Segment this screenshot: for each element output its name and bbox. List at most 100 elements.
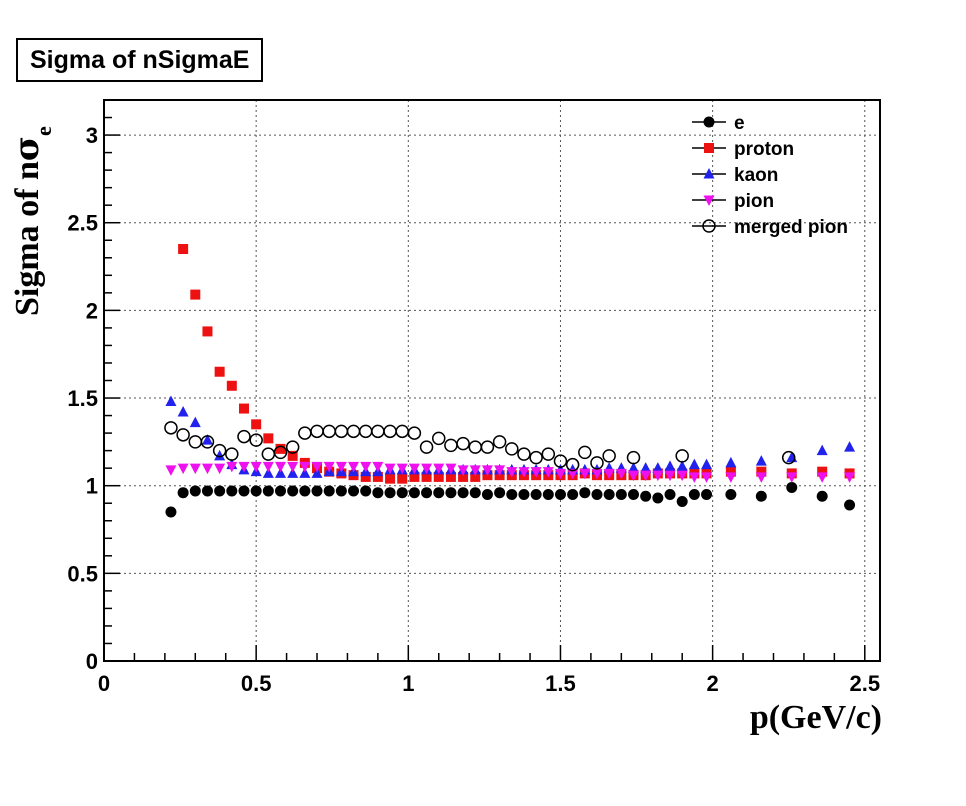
data-point-e xyxy=(628,488,640,500)
x-axis-label: p(GeV/c) xyxy=(750,699,882,736)
data-point-merged-pion xyxy=(249,433,263,447)
data-point-pion xyxy=(567,468,579,480)
y-axis-label-main: Sigma of n xyxy=(9,161,46,316)
data-point-e xyxy=(579,487,591,499)
legend-entry-e: e xyxy=(692,113,745,134)
data-point-e xyxy=(603,488,615,500)
data-point-proton xyxy=(470,471,481,482)
data-point-e xyxy=(591,488,603,500)
data-point-merged-pion xyxy=(578,445,592,460)
data-point-pion xyxy=(755,472,767,483)
data-point-merged-pion xyxy=(371,424,385,439)
data-point-proton xyxy=(421,471,432,482)
y-tick-label: 1.5 xyxy=(67,386,98,411)
data-point-pion xyxy=(701,472,713,483)
data-point-e xyxy=(542,488,554,500)
data-point-pion xyxy=(360,461,372,473)
data-point-e xyxy=(506,488,518,500)
data-point-e xyxy=(567,488,579,500)
data-point-pion xyxy=(372,461,384,473)
data-point-proton xyxy=(756,466,767,477)
data-point-kaon xyxy=(287,467,299,478)
data-point-kaon xyxy=(299,467,311,478)
data-point-proton xyxy=(360,471,371,482)
data-marks xyxy=(164,244,856,518)
data-point-pion xyxy=(542,467,554,478)
data-point-pion xyxy=(676,470,688,482)
legend-entry-merged-pion: merged pion xyxy=(692,217,848,238)
data-point-e xyxy=(664,488,676,500)
data-point-pion xyxy=(494,465,506,476)
data-point-merged-pion xyxy=(505,442,519,456)
legend-label-proton: proton xyxy=(734,139,794,160)
legend-entry-proton: proton xyxy=(692,139,794,160)
data-point-e xyxy=(311,485,323,497)
x-tick-label: 0 xyxy=(98,671,110,696)
data-point-pion xyxy=(287,461,299,473)
data-point-e xyxy=(238,485,250,497)
data-point-kaon xyxy=(725,456,737,468)
y-axis-label-sigma: σ xyxy=(7,136,47,161)
data-point-e xyxy=(688,488,700,500)
data-point-pion xyxy=(579,468,591,480)
data-point-e xyxy=(408,487,420,499)
data-point-merged-pion xyxy=(590,456,604,470)
data-point-proton xyxy=(178,244,189,255)
data-point-pion xyxy=(628,470,640,482)
data-point-kaon xyxy=(311,467,323,478)
data-point-merged-pion xyxy=(419,440,434,454)
data-point-e xyxy=(275,485,287,497)
data-point-pion xyxy=(396,463,408,475)
data-point-e xyxy=(165,506,177,518)
legend-label-kaon: kaon xyxy=(734,165,778,186)
data-point-e xyxy=(384,487,396,499)
data-point-merged-pion xyxy=(431,431,446,446)
data-point-pion xyxy=(262,461,274,473)
data-point-pion xyxy=(421,463,433,475)
data-point-kaon xyxy=(628,462,640,473)
data-point-pion xyxy=(311,461,323,473)
data-point-proton xyxy=(725,466,736,477)
y-tick-label: 2 xyxy=(86,298,98,323)
data-point-pion xyxy=(518,467,530,478)
data-point-kaon xyxy=(189,416,201,428)
data-point-merged-pion xyxy=(383,424,397,439)
data-point-pion xyxy=(226,461,238,473)
data-point-e xyxy=(786,481,798,493)
data-point-kaon xyxy=(165,395,177,407)
data-point-pion xyxy=(335,461,347,473)
data-point-pion xyxy=(214,463,226,475)
data-point-e xyxy=(725,488,737,500)
data-point-e xyxy=(189,485,201,497)
legend-marker-proton xyxy=(704,143,714,153)
data-point-e xyxy=(481,488,493,500)
x-tick-label: 2 xyxy=(707,671,719,696)
data-point-merged-pion xyxy=(529,450,543,465)
data-point-e xyxy=(323,485,335,497)
data-point-e xyxy=(640,490,652,502)
data-point-merged-pion xyxy=(444,438,458,453)
data-point-kaon xyxy=(652,462,664,473)
data-point-pion xyxy=(615,468,627,480)
data-point-e xyxy=(226,485,238,497)
legend: e proton kaon pion merged pion xyxy=(692,113,848,238)
data-point-e xyxy=(372,487,384,499)
data-point-merged-pion xyxy=(273,445,288,460)
legend-marker-merged-pion xyxy=(702,219,716,233)
data-point-merged-pion xyxy=(176,428,190,442)
data-point-e xyxy=(518,488,530,500)
data-point-pion xyxy=(640,470,652,482)
data-point-merged-pion xyxy=(358,424,373,439)
series-proton xyxy=(178,244,855,484)
data-point-kaon xyxy=(275,467,287,478)
data-point-e xyxy=(348,485,360,497)
data-point-e xyxy=(701,488,713,500)
data-point-merged-pion xyxy=(298,426,312,440)
data-point-merged-pion xyxy=(225,447,239,461)
data-point-kaon xyxy=(755,455,767,466)
data-point-e xyxy=(201,485,213,497)
data-point-merged-pion xyxy=(675,449,689,463)
data-point-pion xyxy=(591,468,603,480)
data-point-e xyxy=(469,487,481,499)
